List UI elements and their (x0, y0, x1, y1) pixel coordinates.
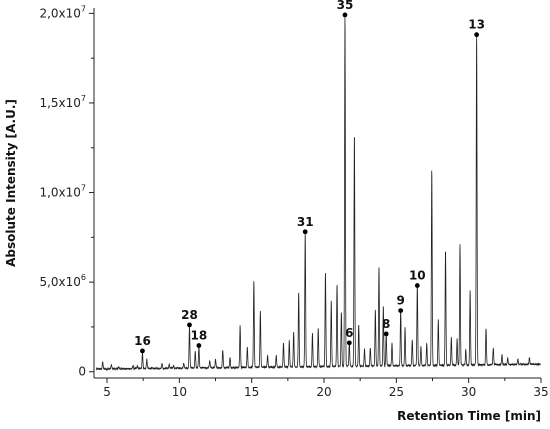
tick-layer: 5 10 15 20 25 30 35 0 5,0x106 1,0x107 1,5x107 2,0x1… (39, 4, 548, 399)
x-axis-title: Retention Time [min] (397, 409, 541, 423)
peak-number-label: 9 (396, 294, 404, 308)
x-tick-label: 15 (244, 385, 259, 399)
y-tick-label: 1,5x107 (39, 94, 86, 110)
peak-number-label: 28 (181, 308, 198, 322)
peak-annotation: 35 (337, 0, 354, 18)
peak-annotation: 6 (345, 326, 354, 346)
peak-marker-dot (346, 340, 352, 346)
y-tick-label: 1,0x107 (39, 184, 86, 200)
peak-marker-dot (383, 331, 389, 337)
peak-marker-dot (414, 283, 420, 288)
peak-annotation: 9 (396, 294, 405, 314)
y-tick-label: 0 (78, 365, 86, 379)
peak-annotation: 8 (382, 317, 390, 337)
peak-marker-dot (187, 322, 192, 328)
peak-number-label: 13 (468, 18, 485, 32)
x-tick-label: 25 (389, 385, 404, 399)
peak-annotation: 16 (134, 334, 151, 354)
trace-layer (95, 17, 541, 372)
x-tick-label: 5 (103, 385, 111, 399)
y-axis-title: Absolute Intensity [A.U.] (4, 99, 18, 267)
peak-annotation: 13 (468, 18, 485, 38)
peak-marker-dot (140, 348, 145, 354)
peak-number-label: 35 (337, 0, 354, 12)
peak-number-label: 18 (191, 329, 208, 343)
peak-number-label: 8 (382, 317, 390, 331)
x-tick-label: 10 (172, 385, 187, 399)
peak-marker-dot (302, 229, 308, 235)
peak-annotation: 28 (181, 308, 198, 328)
y-tick-label: 5,0x106 (39, 273, 86, 289)
peak-marker-dot (196, 343, 202, 348)
chromatogram-trace (95, 17, 541, 372)
peak-number-label: 10 (409, 269, 426, 283)
peak-annotation: 10 (409, 269, 426, 288)
peak-number-label: 6 (345, 326, 353, 340)
peak-annotation-layer: 16 28 18 31 35 6 89 10 13 (134, 0, 485, 354)
peak-annotation: 18 (191, 329, 208, 348)
peak-number-label: 31 (297, 215, 314, 229)
peak-marker-dot (474, 32, 480, 38)
x-tick-label: 20 (316, 385, 331, 399)
peak-marker-dot (398, 308, 404, 314)
y-tick-label: 2,0x107 (39, 4, 86, 20)
peak-annotation: 31 (297, 215, 314, 235)
x-tick-label: 30 (461, 385, 476, 399)
x-tick-label: 35 (533, 385, 548, 399)
peak-marker-dot (342, 12, 348, 18)
peak-number-label: 16 (134, 334, 151, 348)
axes-layer (93, 8, 541, 379)
